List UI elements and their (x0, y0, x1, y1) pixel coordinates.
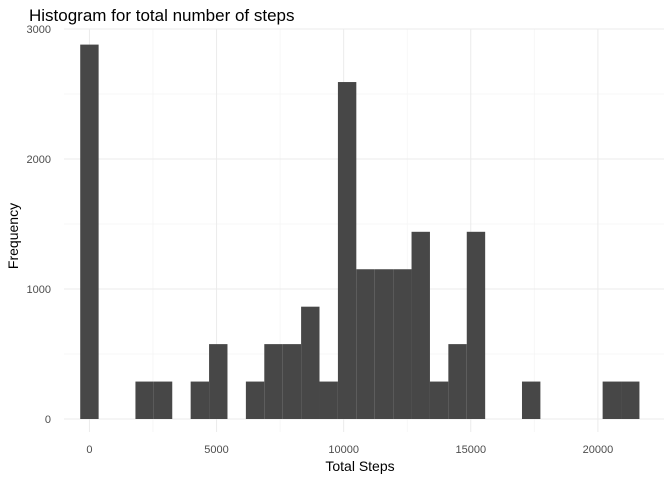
histogram-bar (153, 381, 173, 419)
x-tick-label: 10000 (328, 444, 359, 456)
x-tick-label: 5000 (204, 444, 228, 456)
x-axis-title: Total Steps (325, 458, 394, 474)
x-axis-ticks: 0 5000 10000 15000 20000 (86, 444, 613, 456)
histogram-bar (282, 344, 302, 419)
histogram-bar (411, 231, 430, 419)
y-tick-label: 0 (45, 414, 51, 426)
y-tick-label: 3000 (27, 24, 51, 36)
histogram-bar (374, 269, 394, 419)
histogram-bar (264, 344, 283, 419)
x-tick-label: 15000 (455, 444, 486, 456)
chart-title: Histogram for total number of steps (29, 6, 295, 25)
histogram-bar (209, 344, 228, 419)
histogram-bar (448, 344, 467, 419)
y-axis-title: Frequency (5, 203, 21, 269)
histogram-bar (337, 82, 357, 419)
histogram-bar (190, 381, 210, 419)
x-tick-label: 0 (86, 444, 92, 456)
histogram-bar (429, 381, 449, 419)
histogram-bar (621, 381, 640, 419)
histogram-bar (521, 381, 541, 419)
histogram-bar (80, 44, 99, 419)
histogram-bar (301, 306, 320, 419)
histogram-bar (393, 269, 412, 419)
y-tick-label: 2000 (27, 154, 51, 166)
y-tick-label: 1000 (27, 284, 51, 296)
histogram-bar (135, 381, 154, 419)
histogram-bar (319, 381, 338, 419)
histogram-bar (245, 381, 265, 419)
histogram-bar (602, 381, 622, 419)
histogram-bar (466, 231, 486, 419)
y-axis-ticks: 0 1000 2000 3000 (27, 24, 51, 426)
histogram-bar (356, 269, 375, 419)
x-tick-label: 20000 (583, 444, 614, 456)
bars (80, 44, 640, 419)
